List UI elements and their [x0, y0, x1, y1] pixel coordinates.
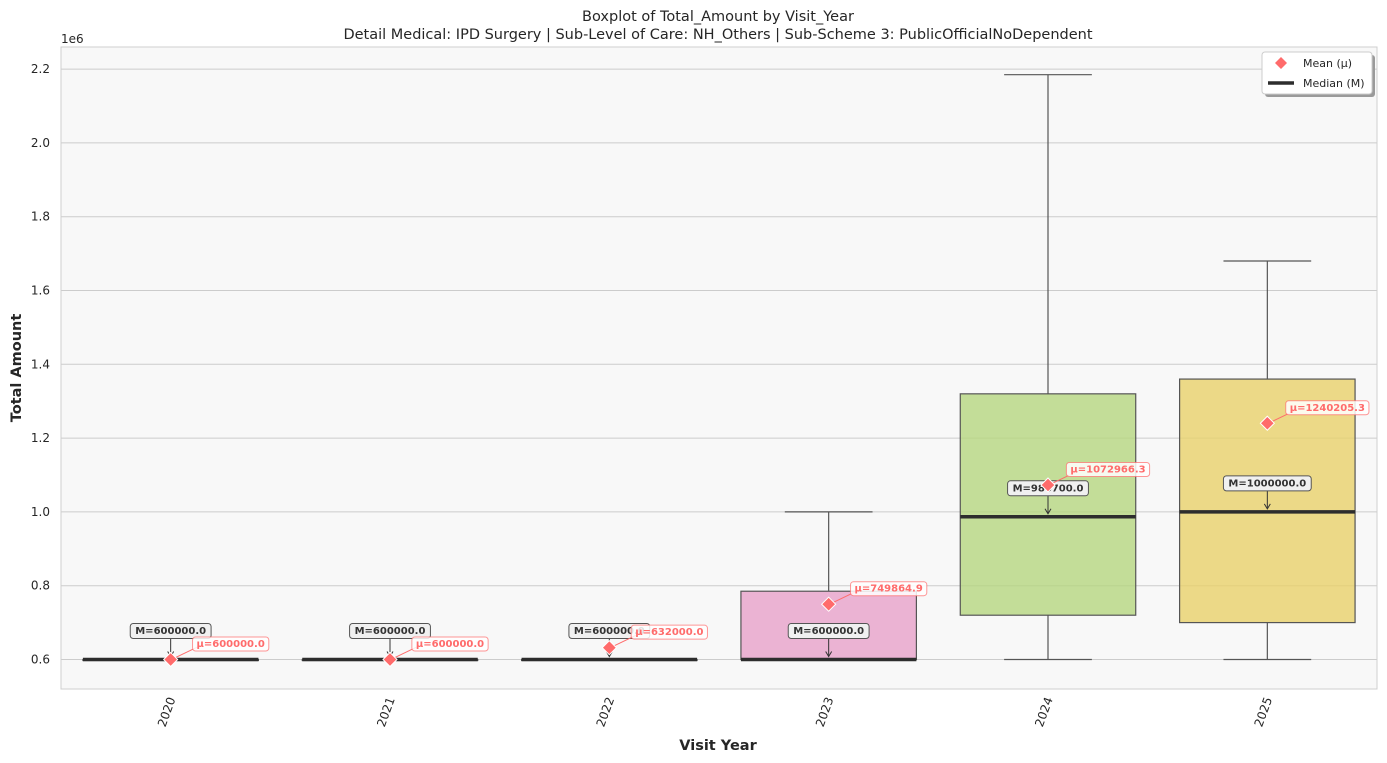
- annotations: M=600000.0 μ=600000.0 M=600000.0 μ=600000.0…: [129, 400, 1370, 668]
- legend: Mean (μ) Median (M): [1261, 51, 1375, 97]
- median-label-box: [1222, 475, 1312, 492]
- median-label: M=600000.0: [355, 626, 426, 637]
- mean-label-box: [1285, 400, 1370, 416]
- y-axis-label: Total Amount: [9, 314, 25, 423]
- legend-mean-label: Mean (μ): [1303, 57, 1352, 70]
- mean-label: μ=600000.0: [416, 639, 484, 650]
- y-tick-label: 2.2: [31, 62, 50, 76]
- box-2024: [959, 74, 1137, 661]
- median-label: M=1000000.0: [1228, 478, 1306, 489]
- plot-frame: [60, 46, 1378, 690]
- mean-label-box: [411, 636, 489, 652]
- y-tick-labels: 0.6 0.8 1.0 1.2 1.4 1.6 1.8 2.0 2.2: [31, 62, 50, 666]
- plot-area: [61, 47, 1377, 689]
- y-scale-label: 1e6: [61, 32, 84, 46]
- mean-marker: [162, 651, 179, 668]
- y-tick-label: 0.6: [31, 652, 50, 666]
- y-tick-label: 1.6: [31, 284, 50, 298]
- mean-annotation: μ=1240205.3: [1259, 400, 1370, 431]
- mean-marker: [601, 639, 618, 656]
- y-tick-label: 1.8: [31, 210, 50, 224]
- mean-label-box: [1065, 461, 1151, 477]
- median-annotation: M=600000.0: [349, 622, 431, 658]
- median-annotation: M=1000000.0: [1222, 475, 1312, 510]
- y-tick-label: 1.2: [31, 431, 50, 445]
- median-annotation: M=600000.0: [787, 622, 870, 658]
- median-label-box: [129, 622, 212, 639]
- mean-marker: [1040, 477, 1056, 493]
- mean-annotation: μ=632000.0: [601, 624, 708, 656]
- y-tick-label: 2.0: [31, 136, 50, 150]
- mean-marker: [1259, 415, 1276, 431]
- median-label-box: [349, 622, 431, 639]
- chart-subtitle: Detail Medical: IPD Surgery | Sub-Level …: [343, 27, 1092, 43]
- mean-label: μ=1240205.3: [1290, 403, 1365, 414]
- mean-label: μ=600000.0: [197, 639, 265, 650]
- mean-annotation: μ=1072966.3: [1040, 461, 1151, 493]
- gridlines: [61, 68, 1377, 660]
- median-arrowhead: [1044, 508, 1052, 515]
- mean-annotation: μ=749864.9: [820, 581, 928, 612]
- y-tick-label: 1.4: [31, 357, 50, 371]
- mean-annotation: μ=600000.0: [162, 636, 270, 668]
- mean-label-box: [192, 636, 270, 652]
- mean-label-box: [850, 581, 928, 597]
- mean-label: μ=632000.0: [635, 627, 703, 638]
- mean-label: μ=1072966.3: [1070, 464, 1145, 475]
- mean-marker: [820, 596, 837, 612]
- median-arrowhead: [825, 651, 833, 658]
- y-tick-label: 1.0: [31, 505, 50, 519]
- mean-annotation: μ=600000.0: [382, 636, 489, 668]
- legend-mean-marker: [1275, 57, 1287, 69]
- y-tick-label: 0.8: [31, 579, 50, 593]
- median-label: M=600000.0: [574, 626, 645, 637]
- box-2022: [520, 657, 698, 662]
- median-label: M=600000.0: [793, 626, 864, 637]
- mean-label: μ=749864.9: [855, 584, 923, 595]
- chart-title: Boxplot of Total_Amount by Visit_Year: [582, 9, 854, 25]
- legend-median-label: Median (M): [1303, 77, 1365, 90]
- mean-marker: [382, 651, 398, 668]
- median-label: M=600000.0: [135, 626, 206, 637]
- median-arrowhead: [1263, 503, 1271, 510]
- mean-label-box: [630, 624, 708, 640]
- median-label-box: [787, 622, 870, 639]
- x-axis-label: Visit Year: [679, 738, 757, 754]
